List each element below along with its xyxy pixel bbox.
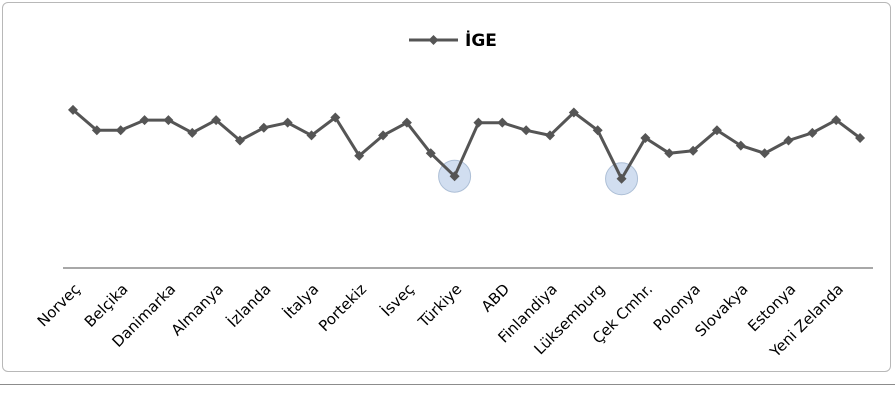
data-point-17 — [473, 117, 484, 128]
bottom-divider — [0, 384, 895, 385]
legend: İGE — [409, 29, 497, 51]
data-point-2 — [115, 125, 126, 136]
data-point-4 — [163, 115, 174, 126]
series-line-ige — [72, 108, 861, 181]
data-point-19 — [521, 125, 532, 136]
data-point-29 — [759, 148, 770, 159]
data-point-3 — [139, 115, 150, 126]
data-point-5 — [187, 127, 198, 138]
data-point-26 — [688, 145, 699, 156]
data-point-31 — [807, 127, 818, 138]
data-point-9 — [282, 117, 293, 128]
data-point-21 — [568, 107, 579, 118]
data-point-7 — [234, 135, 245, 146]
data-point-28 — [735, 140, 746, 151]
data-point-13 — [378, 130, 389, 141]
data-point-30 — [783, 135, 794, 146]
data-point-11 — [330, 112, 341, 123]
x-tick-label-6: Portekiz — [315, 280, 370, 335]
x-tick-label-3: Almanya — [168, 280, 227, 339]
data-point-16 — [449, 171, 460, 182]
data-point-14 — [401, 117, 412, 128]
data-point-8 — [258, 122, 269, 133]
data-point-20 — [545, 130, 555, 141]
x-tick-label-7: İsveç — [377, 279, 418, 320]
data-point-22 — [592, 125, 603, 136]
x-tick-label-0: Norveç — [34, 280, 84, 330]
data-point-6 — [211, 115, 222, 126]
legend-entry: İGE — [465, 29, 497, 51]
data-point-0 — [68, 104, 78, 115]
x-tick-label-5: İtalya — [279, 279, 322, 322]
x-tick-label-8: Türkiye — [414, 280, 465, 331]
data-point-18 — [497, 117, 508, 128]
data-point-10 — [306, 130, 317, 141]
data-point-24 — [640, 132, 651, 143]
data-point-23 — [616, 173, 627, 184]
data-point-27 — [711, 125, 722, 136]
highlight-markers — [438, 159, 639, 196]
data-point-15 — [425, 148, 436, 159]
data-points — [68, 104, 866, 184]
data-point-12 — [354, 150, 365, 161]
legend-marker-swatch — [428, 35, 439, 45]
data-point-32 — [831, 115, 842, 126]
x-tick-label-14: Slovakya — [691, 280, 751, 340]
data-point-25 — [664, 148, 675, 159]
x-tick-label-4: İzlanda — [223, 279, 275, 331]
data-point-33 — [855, 132, 866, 143]
data-point-1 — [91, 125, 102, 136]
x-tick-label-9: ABD — [478, 280, 513, 315]
